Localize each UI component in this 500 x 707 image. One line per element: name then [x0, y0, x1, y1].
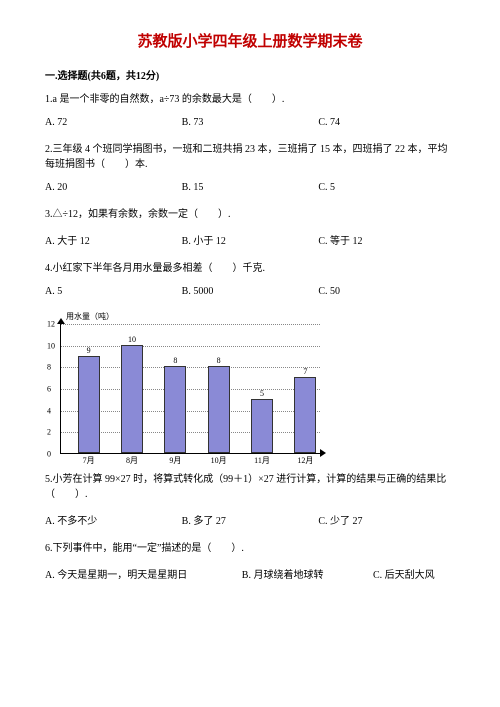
chart-ylabel: 用水量（吨） [60, 311, 455, 322]
section-header: 一.选择题(共6题，共12分) [45, 67, 455, 82]
q6-opt-a: A. 今天是星期一，明天是星期日 [45, 566, 242, 581]
chart-x-tick: 8月 [126, 455, 138, 466]
q4-opt-c: C. 50 [318, 286, 455, 297]
q2-opt-a: A. 20 [45, 182, 182, 193]
q1-options: A. 72 B. 73 C. 74 [45, 117, 455, 128]
chart-bar-value: 9 [79, 346, 99, 355]
q3-opt-c: C. 等于 12 [318, 232, 455, 247]
q6-opt-c: C. 后天刮大风 [373, 566, 455, 581]
chart-bar: 5 [251, 399, 273, 453]
chart-bar: 7 [294, 377, 316, 453]
q2-opt-b: B. 15 [182, 182, 319, 193]
chart-bar: 10 [121, 345, 143, 453]
chart-gridline [61, 389, 320, 390]
chart-bar: 8 [208, 366, 230, 453]
q3-opt-b: B. 小于 12 [182, 232, 319, 247]
q5-opt-b: B. 多了 27 [182, 512, 319, 527]
q5-opt-c: C. 少了 27 [318, 512, 455, 527]
q4-opt-b: B. 5000 [182, 286, 319, 297]
q2-options: A. 20 B. 15 C. 5 [45, 182, 455, 193]
chart-x-tick: 7月 [83, 455, 95, 466]
chart-bar: 9 [78, 356, 100, 454]
q3-options: A. 大于 12 B. 小于 12 C. 等于 12 [45, 232, 455, 247]
q3-opt-a: A. 大于 12 [45, 232, 182, 247]
chart-y-tick: 0 [47, 450, 51, 459]
q2-opt-c: C. 5 [318, 182, 455, 193]
chart-bar-value: 10 [122, 335, 142, 344]
q6-text: 6.下列事件中，能用“一定”描述的是（ ）. [45, 541, 455, 556]
chart-bar-value: 8 [209, 356, 229, 365]
page-title: 苏教版小学四年级上册数学期末卷 [45, 30, 455, 51]
q1-opt-b: B. 73 [182, 117, 319, 128]
bar-chart: 02468101297月108月89月810月511月712月 [60, 324, 320, 454]
q2-text: 2.三年级 4 个班同学捐图书，一班和二班共捐 23 本，三班捐了 15 本，四… [45, 142, 455, 172]
chart-y-tick: 10 [47, 341, 55, 350]
q6-opt-b: B. 月球绕着地球转 [242, 566, 373, 581]
chart-gridline [61, 367, 320, 368]
chart-bar: 8 [164, 366, 186, 453]
chart-y-tick: 6 [47, 385, 51, 394]
q4-options: A. 5 B. 5000 C. 50 [45, 286, 455, 297]
chart-gridline [61, 324, 320, 325]
q5-text: 5.小芳在计算 99×27 时，将算式转化成（99＋1）×27 进行计算，计算的… [45, 472, 455, 502]
q6-options: A. 今天是星期一，明天是星期日 B. 月球绕着地球转 C. 后天刮大风 [45, 566, 455, 581]
chart-y-tick: 8 [47, 363, 51, 372]
chart-y-tick: 12 [47, 320, 55, 329]
chart-bar-value: 5 [252, 389, 272, 398]
q4-opt-a: A. 5 [45, 286, 182, 297]
q5-options: A. 不多不少 B. 多了 27 C. 少了 27 [45, 512, 455, 527]
chart-x-tick: 12月 [297, 455, 313, 466]
chart-y-tick: 4 [47, 406, 51, 415]
chart-bar-value: 8 [165, 356, 185, 365]
chart-bar-value: 7 [295, 367, 315, 376]
q1-opt-a: A. 72 [45, 117, 182, 128]
q1-text: 1.a 是一个非零的自然数，a÷73 的余数最大是（ ）. [45, 92, 455, 107]
chart-gridline [61, 432, 320, 433]
chart-x-tick: 9月 [169, 455, 181, 466]
q3-text: 3.△÷12，如果有余数，余数一定（ ）. [45, 207, 455, 222]
bar-chart-region: 用水量（吨） 02468101297月108月89月810月511月712月 [60, 311, 455, 454]
q1-opt-c: C. 74 [318, 117, 455, 128]
chart-x-tick: 10月 [211, 455, 227, 466]
q4-text: 4.小红家下半年各月用水量最多相差（ ）千克. [45, 261, 455, 276]
chart-gridline [61, 411, 320, 412]
x-axis-arrow-icon [320, 449, 326, 457]
q5-opt-a: A. 不多不少 [45, 512, 182, 527]
chart-y-tick: 2 [47, 428, 51, 437]
chart-x-tick: 11月 [254, 455, 270, 466]
chart-gridline [61, 346, 320, 347]
